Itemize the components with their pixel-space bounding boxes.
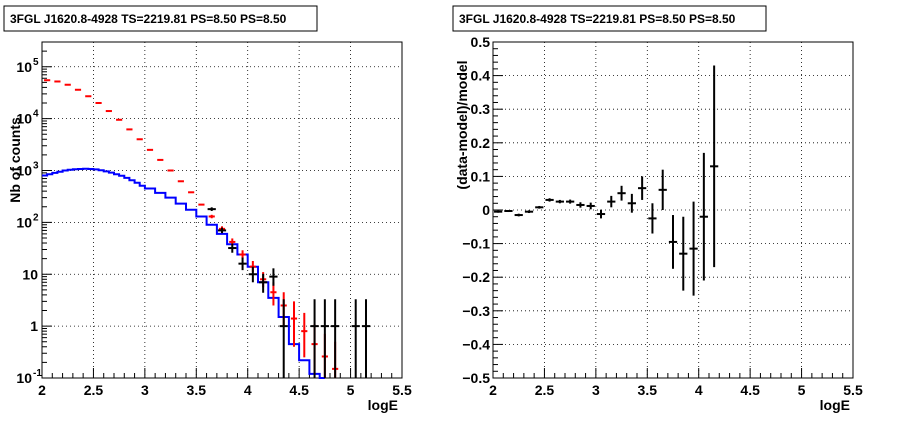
counts-y-tick-label: 10 [16, 214, 32, 230]
counts-y-tick-exponent: -1 [33, 368, 42, 379]
counts-y-tick-label: 1 [30, 318, 38, 334]
residual-y-tick-label: −0.4 [462, 336, 490, 352]
counts-title-box [3, 5, 318, 32]
counts-y-tick-exponent: 4 [33, 109, 39, 120]
counts-x-tick-label: 5.5 [392, 382, 412, 398]
residual-data-marks [494, 65, 719, 296]
residual-x-axis-label: logE [820, 397, 850, 413]
counts-y-tick-exponent: 3 [33, 161, 39, 172]
residual-x-tick-label: 2 [489, 382, 497, 398]
residual-x-tick-label: 3 [592, 382, 600, 398]
counts-y-tick-label: 10 [16, 370, 32, 386]
counts-x-tick-label: 3 [141, 382, 149, 398]
counts-y-tick-label: 10 [16, 163, 32, 179]
residual-y-tick-label: −0.1 [462, 236, 490, 252]
residual-title: 3FGL J1620.8-4928 TS=2219.81 PS=8.50 PS=… [459, 12, 736, 26]
counts-x-axis-label: logE [368, 397, 398, 413]
residual-y-tick-label: 0.4 [471, 68, 491, 84]
counts-title: 3FGL J1620.8-4928 TS=2219.81 PS=8.50 PS=… [10, 12, 287, 26]
residual-x-tick-label: 4.5 [740, 382, 760, 398]
residual-y-tick-label: −0.2 [462, 269, 490, 285]
residual-y-tick-label: 0.1 [471, 168, 491, 184]
counts-x-tick-label: 5 [347, 382, 355, 398]
residual-x-tick-label: 5 [798, 382, 806, 398]
counts-y-tick-label: 10 [22, 266, 38, 282]
residual-y-tick-label: 0.2 [471, 135, 491, 151]
residual-axis-ticks: 2 2.5 3 3.5 4 4.5 5 5.5 −0.5 −0.4 −0.3 −0.2 −0.1 0 0.1… [462, 34, 863, 398]
residual-x-tick-label: 5.5 [843, 382, 863, 398]
residual-y-tick-label: 0.5 [471, 34, 491, 50]
counts-y-axis-label: Nb of counts [7, 117, 23, 203]
counts-panel: 3FGL J1620.8-4928 TS=2219.81 PS=8.50 PS=… [3, 5, 412, 413]
residual-title-box [452, 5, 767, 32]
residual-y-tick-label: −0.3 [462, 303, 490, 319]
counts-x-tick-label: 4 [244, 382, 252, 398]
counts-x-tick-label: 4.5 [289, 382, 309, 398]
residual-panel: 3FGL J1620.8-4928 TS=2219.81 PS=8.50 PS=… [452, 5, 863, 413]
counts-plot-frame [41, 41, 403, 379]
residual-x-tick-label: 3.5 [638, 382, 658, 398]
residual-x-tick-label: 4 [695, 382, 703, 398]
counts-x-tick-label: 2.5 [84, 382, 104, 398]
residual-y-tick-label: 0.3 [471, 101, 491, 117]
counts-y-tick-label: 10 [16, 111, 32, 127]
residual-x-tick-label: 2.5 [535, 382, 555, 398]
counts-y-tick-exponent: 5 [33, 57, 39, 68]
residual-y-tick-label: 0 [482, 202, 490, 218]
residual-y-axis-label: (data-model)/model [454, 60, 470, 189]
counts-data-marks [42, 79, 371, 379]
residual-y-tick-label: −0.5 [462, 370, 490, 386]
counts-x-tick-label: 3.5 [187, 382, 207, 398]
counts-x-tick-label: 2 [38, 382, 46, 398]
counts-y-tick-label: 10 [16, 59, 32, 75]
counts-y-tick-exponent: 2 [33, 212, 39, 223]
